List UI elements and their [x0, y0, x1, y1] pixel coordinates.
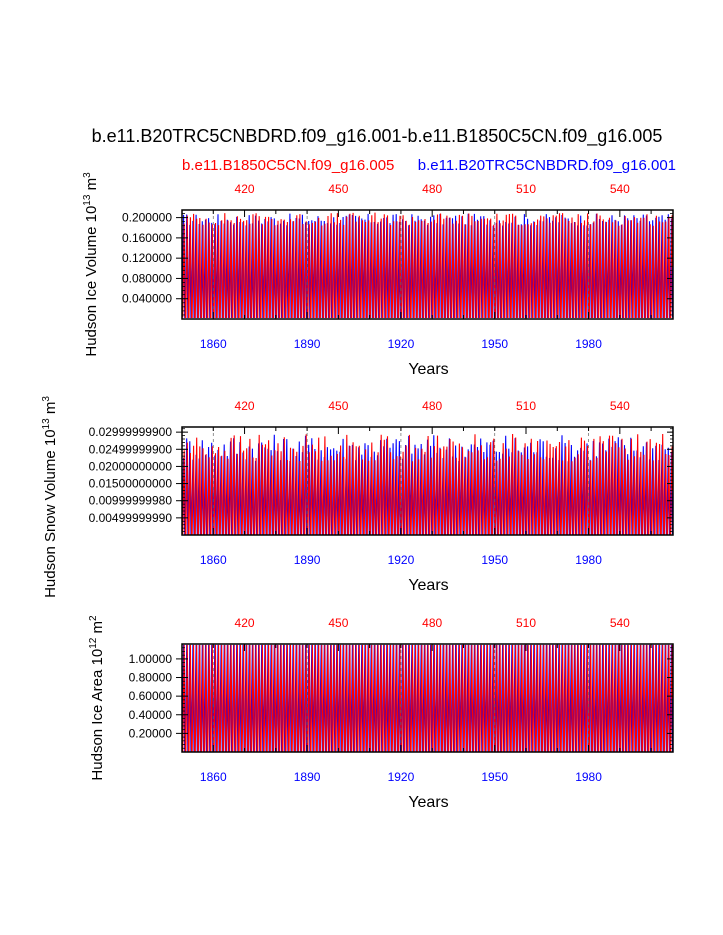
x-tick-label-top: 510 [516, 616, 536, 630]
y-tick-label: 0.01500000000 [89, 477, 173, 491]
y-tick-label: 0.20000 [129, 726, 173, 740]
x-tick-label-bottom: 1920 [388, 553, 415, 567]
y-tick-label: 0.02999999900 [89, 425, 173, 439]
x-tick-label-top: 420 [235, 616, 255, 630]
y-tick-label: 0.00499999990 [89, 511, 173, 525]
y-tick-label: 0.120000 [122, 251, 172, 265]
series-line-red [182, 433, 674, 535]
plot-frame [181, 209, 674, 320]
x-axis-label: Years [408, 794, 448, 811]
subtitle-left: b.e11.B1850C5CN.f09_g16.005 [182, 157, 394, 174]
subtitle-right: b.e11.B20TRC5CNBDRD.f09_g16.001 [418, 157, 676, 174]
x-tick-label-bottom: 1980 [575, 337, 602, 351]
y-tick-label: 0.60000 [129, 689, 173, 703]
x-tick-label-bottom: 1950 [481, 770, 508, 784]
y-tick-label: 0.80000 [129, 671, 173, 685]
x-tick-label-bottom: 1890 [294, 770, 321, 784]
x-tick-label-bottom: 1860 [200, 337, 227, 351]
series-line-red [182, 644, 674, 753]
x-tick-label-bottom: 1860 [200, 553, 227, 567]
x-tick-label-bottom: 1980 [575, 553, 602, 567]
plot-frame [181, 426, 674, 536]
x-tick-label-top: 480 [422, 399, 442, 413]
x-axis-label: Years [408, 361, 448, 378]
x-tick-label-top: 540 [610, 616, 630, 630]
y-axis-label: Hudson Snow Volume 1013 m3 [41, 396, 59, 598]
y-axis-label: Hudson Ice Volume 1013 m3 [82, 172, 100, 357]
y-tick-label: 0.040000 [122, 292, 172, 306]
panel-2: 1860 1890 1920 1950 1980 420 450 480 510 540 0.029… [41, 396, 674, 598]
x-tick-label-bottom: 1980 [575, 770, 602, 784]
plot-frame [181, 643, 674, 753]
x-tick-label-bottom: 1950 [481, 337, 508, 351]
series-line-blue [181, 213, 674, 319]
x-axis-label: Years [408, 577, 448, 594]
panel-3: 1860 1890 1920 1950 1980 420 450 480 510 540 1.000… [88, 615, 674, 811]
series-line-blue [181, 644, 674, 753]
x-tick-label-top: 450 [328, 616, 348, 630]
y-tick-label: 0.40000 [129, 708, 173, 722]
x-tick-label-bottom: 1920 [388, 770, 415, 784]
x-tick-label-top: 510 [516, 182, 536, 196]
y-tick-label: 0.02499999900 [89, 442, 173, 456]
y-tick-label: 0.02000000000 [89, 459, 173, 473]
x-tick-label-top: 420 [235, 399, 255, 413]
y-tick-label: 0.080000 [122, 271, 172, 285]
x-tick-label-top: 420 [235, 182, 255, 196]
x-tick-label-top: 450 [328, 182, 348, 196]
x-tick-label-bottom: 1890 [294, 337, 321, 351]
panel-1: 1860 1890 1920 1950 1980 420 450 480 510 540 0.200… [82, 172, 674, 378]
y-tick-label: 0.00999999980 [89, 494, 173, 508]
panels: 1860 1890 1920 1950 1980 420 450 480 510 540 0.200… [41, 172, 674, 811]
x-tick-label-top: 540 [610, 399, 630, 413]
x-tick-label-bottom: 1860 [200, 770, 227, 784]
x-tick-label-top: 480 [422, 616, 442, 630]
series-line-red [182, 212, 674, 319]
y-axis-label: Hudson Ice Area 1012 m2 [88, 615, 106, 781]
x-tick-label-bottom: 1950 [481, 553, 508, 567]
x-tick-label-top: 540 [610, 182, 630, 196]
x-tick-label-top: 480 [422, 182, 442, 196]
x-tick-label-bottom: 1920 [388, 337, 415, 351]
x-tick-label-top: 510 [516, 399, 536, 413]
chart-title: b.e11.B20TRC5CNBDRD.f09_g16.001-b.e11.B1… [92, 126, 663, 147]
y-tick-label: 0.200000 [122, 211, 172, 225]
x-tick-label-bottom: 1890 [294, 553, 321, 567]
x-tick-label-top: 450 [328, 399, 348, 413]
y-tick-label: 1.00000 [129, 652, 173, 666]
y-tick-label: 0.160000 [122, 231, 172, 245]
